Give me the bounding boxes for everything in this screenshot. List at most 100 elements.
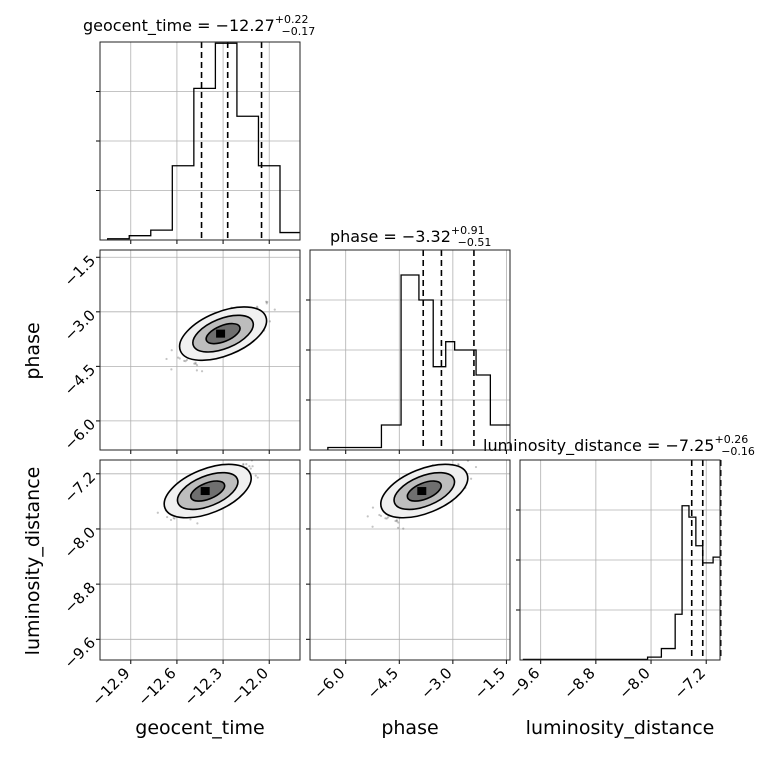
scatter-geocent-lumdist-frame <box>99 459 301 661</box>
scatter-phase-lumdist-xtick-label: −4.5 <box>364 664 402 702</box>
scatter-geocent-lumdist-sample-point <box>254 474 257 477</box>
scatter-geocent-lumdist-sample-point <box>166 515 169 519</box>
scatter-geocent-phase-sample-point <box>184 360 187 363</box>
scatter-phase-lumdist-xtick-label: −3.0 <box>417 664 455 702</box>
title-phase-minus: −0.51 <box>458 236 492 249</box>
title-lumdist-minus: −0.16 <box>721 445 755 458</box>
hist-phase-frame <box>309 249 511 451</box>
title-geocent-time: geocent_time = −12.27+0.22 −0.17 <box>83 13 315 38</box>
hist-luminosity-distance-xtick-label: −8.8 <box>560 664 598 702</box>
ylabel-phase: phase <box>22 322 44 379</box>
scatter-geocent-lumdist-sample-point <box>173 517 176 520</box>
scatter-geocent-phase-sample-point <box>178 357 181 360</box>
scatter-phase-lumdist-sample-point <box>371 525 374 528</box>
scatter-phase-lumdist-xtick-label: −6.0 <box>310 664 348 702</box>
scatter-geocent-lumdist-sample-point <box>256 476 259 479</box>
scatter-phase-lumdist-sample-point <box>394 519 397 523</box>
scatter-phase-lumdist-sample-point <box>384 517 387 520</box>
title-lumdist-plus: +0.26 <box>714 433 748 446</box>
scatter-geocent-phase-ytick-label: −1.5 <box>61 252 99 290</box>
title-phase-plus: +0.91 <box>451 224 485 237</box>
scatter-geocent-phase-sample-point <box>177 356 180 359</box>
scatter-geocent-lumdist-sample-point <box>242 463 245 467</box>
scatter-geocent-lumdist-sample-point <box>251 465 254 468</box>
xlabel-luminosity-distance: luminosity_distance <box>526 717 715 739</box>
hist-luminosity-distance-xtick-label: −9.6 <box>505 664 543 702</box>
scatter-geocent-lumdist-ytick-label: −8.0 <box>61 523 99 561</box>
scatter-geocent-phase-ytick-label: −4.5 <box>61 361 99 399</box>
scatter-phase-lumdist-xtick-label: −1.5 <box>471 664 509 702</box>
scatter-geocent-lumdist-sample-point <box>189 518 192 521</box>
scatter-geocent-phase-sample-point <box>170 349 173 352</box>
ylabel-luminosity-distance: luminosity_distance <box>22 467 44 656</box>
scatter-phase-lumdist-sample-point <box>402 527 405 530</box>
scatter-geocent-phase-sample-point <box>200 370 204 373</box>
scatter-geocent-phase-sample-point <box>183 359 186 362</box>
xlabel-phase: phase <box>381 717 438 739</box>
scatter-geocent-phase-sample-point <box>266 300 269 304</box>
scatter-phase-lumdist-sample-point <box>385 517 388 520</box>
scatter-geocent-lumdist-sample-point <box>156 511 159 514</box>
hist-phase-histogram-step <box>327 274 510 450</box>
scatter-geocent-phase-ytick-label: −3.0 <box>61 306 99 344</box>
scatter-phase-lumdist-sample-point <box>371 506 375 509</box>
title-phase: phase = −3.32+0.91 −0.51 <box>330 224 491 249</box>
xlabel-geocent-time: geocent_time <box>135 717 264 739</box>
scatter-geocent-lumdist-sample-point <box>172 516 175 520</box>
scatter-geocent-phase-sample-point <box>194 362 197 365</box>
scatter-geocent-lumdist-density-peak <box>200 487 210 496</box>
scatter-phase-lumdist-marks <box>366 460 478 530</box>
scatter-geocent-phase-sample-point <box>195 369 198 372</box>
scatter-phase-lumdist-sample-point <box>397 521 400 524</box>
scatter-phase-lumdist-sample-point <box>395 519 398 522</box>
scatter-geocent-lumdist-xtick-label: −12.9 <box>88 664 133 709</box>
title-geocent-time-plus: +0.22 <box>275 13 309 26</box>
scatter-geocent-phase-density-peak <box>216 329 226 338</box>
scatter-phase-lumdist-sample-point <box>457 463 460 466</box>
scatter-phase-lumdist-sample-point <box>395 520 398 523</box>
scatter-geocent-lumdist-marks <box>156 460 259 525</box>
scatter-geocent-phase-sample-point <box>273 308 276 311</box>
scatter-geocent-lumdist-sample-point <box>245 463 248 466</box>
scatter-phase-lumdist-sample-point <box>378 513 381 517</box>
scatter-geocent-lumdist-xtick-label: −12.3 <box>181 664 226 709</box>
hist-luminosity-distance-histogram-step <box>522 505 720 661</box>
hist-luminosity-distance-xtick-label: −8.0 <box>615 664 653 702</box>
hist-luminosity-distance-frame <box>519 459 721 661</box>
scatter-phase-lumdist-sample-point <box>366 515 369 518</box>
scatter-geocent-lumdist-xtick-label: −12.6 <box>135 664 180 709</box>
scatter-geocent-phase-sample-point <box>255 305 259 308</box>
scatter-geocent-lumdist-ytick-label: −8.8 <box>61 578 99 616</box>
scatter-geocent-phase-sample-point <box>195 364 199 367</box>
scatter-phase-lumdist-sample-point <box>379 514 383 518</box>
scatter-geocent-phase-sample-point <box>194 361 197 364</box>
scatter-geocent-phase-sample-point <box>193 362 196 365</box>
scatter-phase-lumdist-density-peak <box>417 487 427 496</box>
hist-geocent-time-histogram-step <box>107 42 300 240</box>
scatter-phase-lumdist-frame <box>309 459 511 661</box>
scatter-phase-lumdist-sample-point <box>396 526 400 529</box>
scatter-phase-lumdist-sample-point <box>386 516 390 519</box>
scatter-geocent-phase-sample-point <box>265 302 268 305</box>
scatter-geocent-lumdist-sample-point <box>169 518 173 522</box>
scatter-geocent-phase-frame <box>99 249 301 451</box>
title-luminosity-distance: luminosity_distance = −7.25+0.26 −0.16 <box>483 433 755 458</box>
hist-geocent-time-frame <box>99 41 301 241</box>
scatter-geocent-phase-marks <box>165 300 276 373</box>
title-geocent-time-minus: −0.17 <box>282 25 316 38</box>
scatter-geocent-lumdist-sample-point <box>242 462 245 466</box>
scatter-geocent-lumdist-sample-point <box>196 522 199 525</box>
scatter-geocent-phase-sample-point <box>185 358 188 362</box>
scatter-phase-lumdist-sample-point <box>470 477 473 480</box>
scatter-geocent-lumdist-sample-point <box>249 467 252 470</box>
scatter-geocent-phase-sample-point <box>165 357 168 361</box>
scatter-geocent-phase-ytick-label: −6.0 <box>61 415 99 453</box>
scatter-geocent-lumdist-sample-point <box>248 465 251 468</box>
scatter-geocent-lumdist-xtick-label: −12.0 <box>227 664 272 709</box>
scatter-geocent-phase-sample-point <box>170 368 173 371</box>
hist-luminosity-distance-xtick-label: −7.2 <box>671 664 709 702</box>
scatter-geocent-phase-sample-point <box>268 320 272 323</box>
scatter-geocent-lumdist-ytick-label: −7.2 <box>61 468 99 506</box>
scatter-geocent-lumdist-ytick-label: −9.6 <box>61 634 99 672</box>
